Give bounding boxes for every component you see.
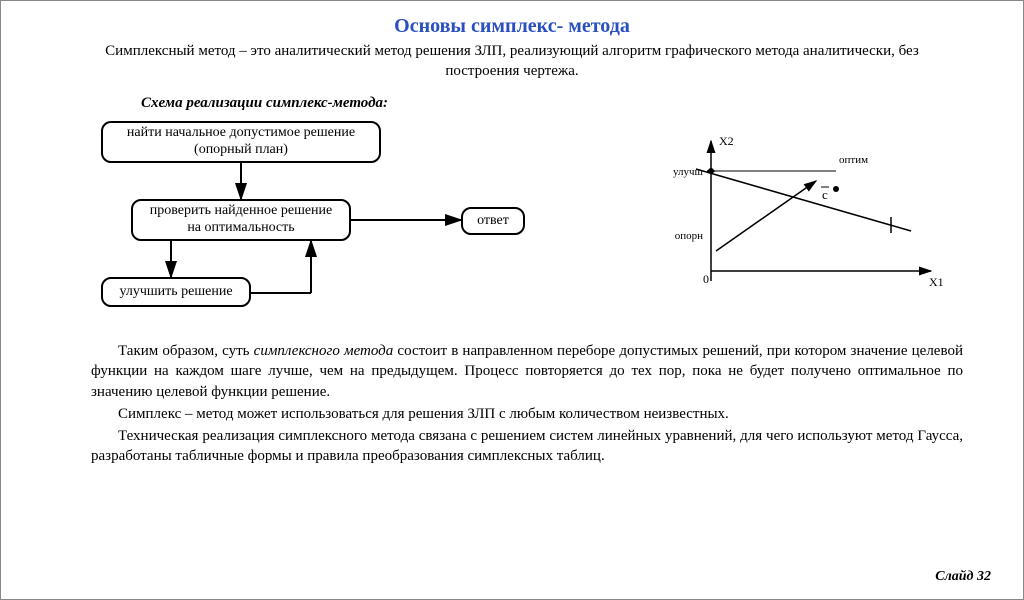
flow-node-n3: улучшить решение (101, 277, 251, 307)
origin-label: 0 (703, 272, 709, 286)
intro-text: Симплексный метод – это аналитический ме… (91, 42, 933, 81)
flow-node-n4: ответ (461, 207, 525, 235)
graph: улучш опорн оптим c X1 X2 0 (661, 131, 951, 301)
graph-svg: улучш опорн оптим c X1 X2 0 (661, 131, 951, 301)
slide-number: Слайд 32 (935, 569, 991, 585)
ytick-ulucsh: улучш (673, 166, 704, 178)
slide-title: Основы симплекс- метода (1, 15, 1023, 38)
paragraph-1: Таким образом, суть симплексного метода … (91, 341, 963, 402)
opt-label: оптим (839, 154, 868, 166)
vector-label: c (822, 187, 828, 202)
x-axis-label: X1 (929, 275, 944, 289)
scheme-label: Схема реализации симплекс-метода: (141, 95, 1023, 112)
flow-node-n1: найти начальное допустимое решение(опорн… (101, 121, 381, 163)
paragraph-3: Техническая реализация симплексного мето… (91, 426, 963, 467)
paragraph-2: Симплекс – метод может использоваться дл… (91, 404, 963, 424)
flow-node-n2: проверить найденное решениена оптимально… (131, 199, 351, 241)
y-axis-label: X2 (719, 134, 734, 148)
flowchart: найти начальное допустимое решение(опорн… (101, 121, 621, 331)
ytick-oporn: опорн (675, 230, 703, 242)
body-text: Таким образом, суть симплексного метода … (91, 341, 963, 469)
